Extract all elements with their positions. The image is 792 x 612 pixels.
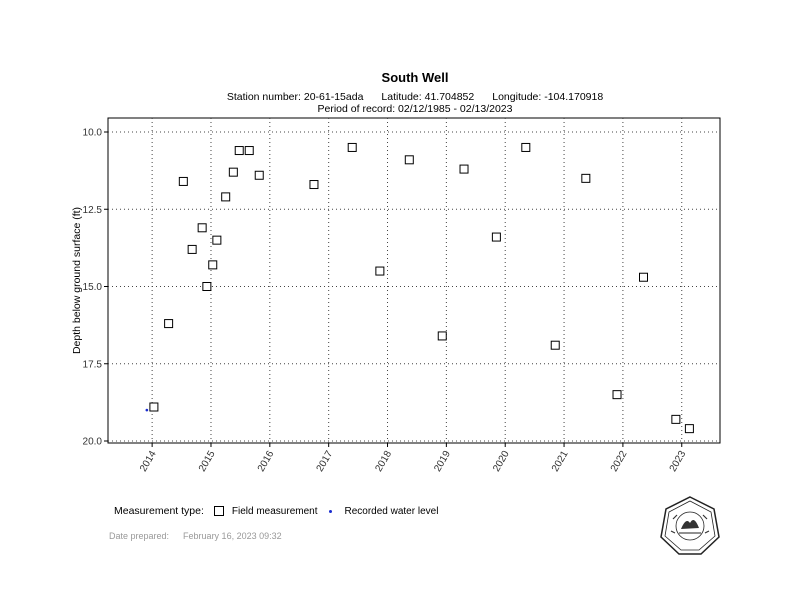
field-measurement-point [208, 260, 218, 270]
field-measurement-point [404, 155, 414, 165]
field-measurement-point [459, 164, 469, 174]
x-tick-label: 2023 [668, 449, 689, 474]
y-tick-label: 15.0 [83, 282, 103, 293]
date-prepared-value: February 16, 2023 09:32 [183, 531, 282, 541]
date-prepared-label: Date prepared: [109, 531, 170, 541]
station-info: Station number: 20-61-15ada Latitude: 41.… [0, 91, 792, 103]
field-measurement-point [178, 176, 188, 186]
field-measurement-point [581, 173, 591, 183]
latitude: Latitude: 41.704852 [381, 91, 475, 103]
field-measurement-point [164, 319, 174, 329]
field-measurement-point [375, 266, 385, 276]
y-tick-label: 17.5 [83, 359, 103, 370]
legend-recorded-label: Recorded water level [344, 505, 439, 517]
chart-title: South Well [381, 70, 449, 85]
field-measurement-point [149, 402, 159, 412]
field-measurement-point [309, 180, 319, 190]
field-measurement-point [639, 272, 648, 282]
field-measurement-point [612, 390, 622, 400]
field-measurement-point [521, 142, 531, 152]
field-measurement-point [197, 223, 207, 233]
longitude: Longitude: -104.170918 [492, 91, 604, 103]
field-measurement-point [202, 282, 212, 291]
field-measurement-point [437, 331, 447, 341]
field-measurement-point [684, 424, 694, 434]
field-measurement-point [491, 232, 501, 242]
field-measurement-point [187, 244, 197, 254]
field-measurement-point [347, 142, 357, 152]
field-measurement-point [228, 167, 238, 177]
x-tick-label: 2015 [197, 449, 218, 474]
x-tick-label: 2019 [432, 449, 453, 474]
x-tick-label: 2021 [550, 449, 571, 474]
period-of-record: Period of record: 02/12/1985 - 02/13/202… [317, 103, 513, 115]
field-measurement-point [221, 192, 231, 202]
x-tick-label: 2017 [315, 449, 336, 474]
field-measurement-point [212, 235, 222, 245]
plot-frame [107, 117, 721, 444]
field-measurement-marker-icon [213, 506, 224, 516]
x-tick-label: 2018 [373, 449, 394, 474]
legend-field-label: Field measurement [231, 505, 318, 517]
field-measurement-point [234, 146, 244, 156]
recorded-level-point [145, 408, 149, 412]
y-tick-label: 12.5 [83, 205, 103, 216]
field-measurement-point [550, 340, 560, 350]
x-tick-label: 2020 [491, 449, 512, 474]
field-measurement-point [254, 170, 264, 180]
field-measurement-point [244, 146, 254, 156]
y-axis-label: Depth below ground surface (ft) [71, 207, 83, 354]
x-tick-label: 2016 [256, 449, 277, 474]
legend: Measurement type: Field measurement Reco… [114, 505, 438, 517]
station-number: Station number: 20-61-15ada [226, 91, 364, 103]
y-tick-label: 10.0 [83, 128, 103, 139]
recorded-level-marker-icon [329, 509, 333, 513]
x-tick-label: 2022 [609, 449, 630, 474]
field-measurement-point [671, 414, 681, 424]
y-tick-label: 20.0 [83, 437, 103, 448]
date-prepared: Date prepared: February 16, 2023 09:32 [109, 531, 282, 541]
legend-title: Measurement type: [114, 505, 204, 517]
state-engineer-seal-logo [660, 496, 720, 555]
x-tick-label: 2014 [138, 449, 159, 474]
